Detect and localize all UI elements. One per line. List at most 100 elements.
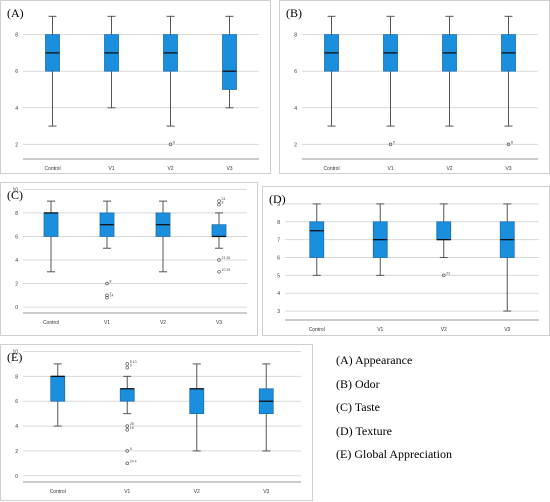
chart-panel-e: (E) 0 2 4 6 8 10 Control V1 V2 V3 8 10 9 28 16 5 24 4 [0, 344, 313, 501]
x-tick-label: V1 [108, 166, 114, 172]
box-v1 [372, 203, 388, 276]
x-tick-label: Control [44, 166, 60, 172]
y-tick-label: 3 [277, 309, 280, 315]
outlier-label: 16 [130, 426, 134, 430]
y-tick-label: 4 [294, 106, 297, 112]
box-control [324, 15, 339, 127]
gridlines [23, 34, 259, 145]
outlier-label: 8 [110, 280, 112, 284]
y-tick-label: 2 [15, 449, 18, 455]
box-v3 [501, 15, 516, 127]
chart-panel-d: (D) 3 4 5 6 7 8 9 Control V1 V2 V3 22 [262, 186, 550, 336]
x-tick-label: V3 [505, 166, 511, 172]
outlier-point [217, 199, 221, 203]
x-tick-label: Control [309, 327, 325, 333]
y-tick-label: 2 [15, 142, 18, 148]
x-tick-label: V2 [160, 320, 166, 326]
x-tick-label: V1 [377, 327, 383, 333]
panel-label-b: (B) [286, 6, 302, 20]
legend-item-taste: (C) Taste [336, 400, 380, 414]
y-tick-label: 8 [15, 211, 18, 217]
iqr-box [119, 388, 135, 402]
iqr-box [211, 224, 227, 237]
x-tick-label: V2 [441, 327, 447, 333]
x-tick-label: V2 [167, 166, 173, 172]
box-v1 [104, 15, 119, 109]
y-tick-label: 10 [12, 187, 18, 193]
outlier-label: 8 [222, 201, 224, 205]
y-tick-label: 6 [15, 234, 18, 240]
x-tick-label: V2 [194, 489, 200, 495]
box-v2 [155, 200, 171, 273]
outlier-label: 8 [173, 140, 175, 144]
outlier-point [125, 449, 129, 453]
outlier-point [217, 202, 221, 207]
x-tick-label: V3 [263, 489, 269, 495]
gridlines [285, 203, 539, 312]
chart-panel-a: (A) 2 4 6 8 Control V1 V2 V3 8 [0, 0, 271, 174]
outlier-label: 5 [393, 140, 395, 144]
outlier-label: 22 [446, 271, 450, 275]
outlier-label: 24 4 [130, 459, 137, 463]
box-v2 [436, 203, 452, 258]
outlier-label: 5 [130, 447, 132, 451]
outlier-point [442, 273, 446, 278]
boxplot-b: 2 4 6 8 Control V1 V2 V3 5 8 [294, 15, 538, 172]
y-tick-label: 0 [15, 474, 18, 480]
x-tick-label: Control [323, 166, 339, 172]
x-tick-label: V3 [226, 166, 232, 172]
iqr-box [309, 221, 325, 258]
panel-label-e: (E) [7, 350, 23, 364]
y-tick-label: 4 [15, 258, 18, 264]
outlier-point [105, 281, 109, 286]
x-tick-label: V3 [216, 320, 222, 326]
y-tick-label: 8 [277, 220, 280, 226]
outlier-point [125, 362, 129, 366]
boxplot-d: 3 4 5 6 7 8 9 Control V1 V2 V3 22 [277, 202, 539, 333]
y-tick-label: 8 [294, 33, 297, 39]
y-tick-label: 7 [277, 238, 280, 244]
outlier-label: 7 [110, 291, 112, 295]
iqr-box [222, 34, 237, 90]
outlier-point [125, 424, 129, 428]
box-control [50, 363, 66, 427]
outlier-point [105, 295, 109, 300]
iqr-box [43, 212, 59, 237]
y-tick-label: 6 [15, 69, 18, 75]
y-tick-label: 4 [15, 106, 18, 112]
outlier-label: 21 26 [222, 256, 231, 260]
outlier-point [125, 461, 129, 466]
box-control [309, 203, 325, 276]
y-tick-label: 6 [15, 399, 18, 405]
y-tick-label: 8 [15, 374, 18, 380]
box-v1 [383, 15, 398, 127]
panel-legend: (A) Appearance (B) Odor (C) Taste (D) Te… [336, 352, 536, 470]
box-v1 [99, 200, 115, 249]
outlier-label: 9 [130, 364, 132, 368]
legend-item-texture: (D) Texture [336, 423, 392, 438]
gridlines [23, 350, 301, 477]
iqr-box [50, 375, 66, 402]
gridlines [23, 188, 247, 308]
x-tick-label: Control [50, 489, 66, 495]
box-v1 [119, 375, 135, 415]
box-v2 [442, 15, 457, 127]
outlier-point [506, 142, 511, 147]
chart-panel-b: (B) 2 4 6 8 Control V1 V2 V3 5 8 [279, 0, 550, 174]
panel-label-a: (A) [7, 6, 24, 20]
outlier-point [217, 270, 221, 274]
x-tick-label: V1 [387, 166, 393, 172]
outlier-point [217, 258, 221, 262]
chart-panel-c: (C) 0 2 4 6 8 10 Control V1 V2 V3 8 7 14 24 8 21 26 10 2… [0, 182, 258, 336]
outlier-point [125, 365, 129, 370]
outlier-point [168, 142, 173, 147]
outlier-point [125, 428, 129, 432]
outlier-label: 14 [110, 294, 114, 298]
box-control [45, 15, 60, 127]
outlier-point [105, 293, 109, 298]
y-tick-label: 5 [277, 273, 280, 279]
outlier-label: 10 29 [222, 268, 231, 272]
x-tick-label: V2 [446, 166, 452, 172]
y-tick-label: 6 [277, 256, 280, 262]
